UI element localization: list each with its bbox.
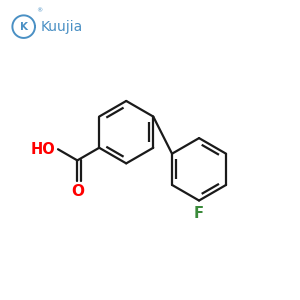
Text: K: K	[20, 22, 28, 32]
Text: HO: HO	[31, 142, 56, 157]
Text: Kuujia: Kuujia	[40, 20, 82, 34]
Text: F: F	[194, 206, 204, 221]
Text: ®: ®	[37, 9, 43, 14]
Text: O: O	[71, 184, 84, 199]
